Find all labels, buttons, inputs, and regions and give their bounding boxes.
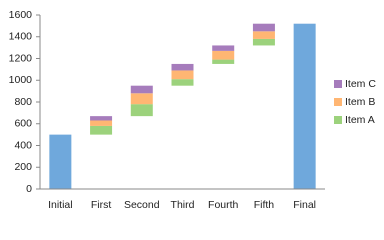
step-segment [252,23,275,32]
y-tick-label: 600 [14,118,32,130]
legend-swatch [334,98,342,106]
x-tick-label: Final [293,199,316,211]
y-tick-label: 1200 [9,52,33,64]
x-tick-label: Fifth [254,199,275,211]
step-segment [252,31,275,39]
y-tick-label: 800 [14,96,32,108]
step-segment [212,45,235,51]
step-segment [90,125,113,135]
x-tick-label: Fourth [208,199,239,211]
x-tick-label: First [91,199,111,211]
y-tick-label: 200 [14,161,32,173]
legend-swatch [334,116,342,124]
legend-label: Item A [345,114,375,126]
x-tick-label: Third [171,199,195,211]
step-segment [171,70,194,80]
step-segment [171,63,194,71]
step-segment [252,38,275,46]
y-tick-label: 1000 [9,74,33,86]
y-tick-label: 1400 [9,31,33,43]
legend-label: Item C [345,78,376,90]
chart: 0 200 400 600 800 1000 1200 1400 1600 Initial Firs… [9,9,377,211]
x-tick-label: Initial [48,199,73,211]
total-bar [49,134,72,189]
x-tick-label: Second [124,199,160,211]
step-segment [130,104,153,117]
step-segment [212,50,235,60]
step-segment [130,93,153,105]
total-bar [293,23,316,190]
legend-label: Item B [345,96,375,108]
step-segment [171,79,194,86]
legend-swatch [334,80,342,88]
y-tick-label: 1600 [9,9,33,21]
step-segment [90,116,113,121]
step-segment [90,120,113,126]
y-tick-label: 400 [14,139,32,151]
step-segment [212,59,235,64]
step-segment [130,85,153,94]
y-tick-label: 0 [26,183,32,195]
